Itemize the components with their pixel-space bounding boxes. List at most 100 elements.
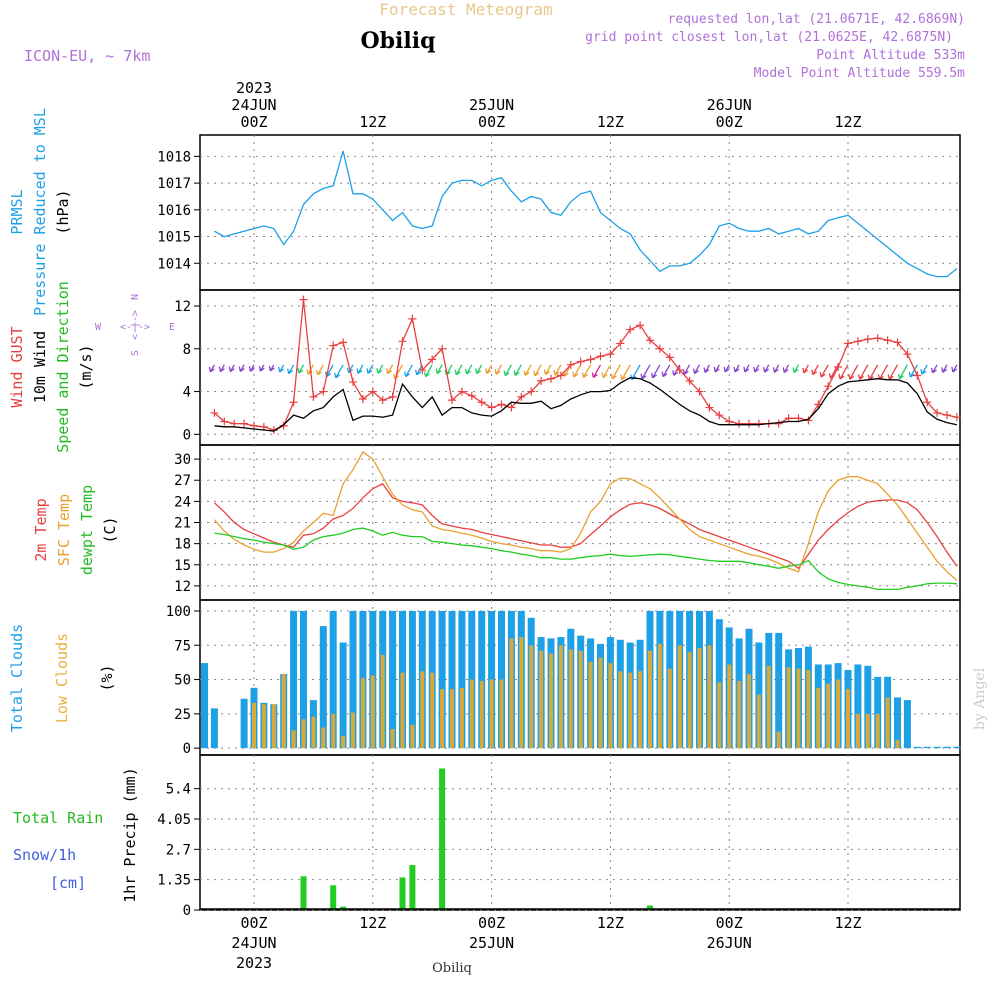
top-time-label: 12Z — [834, 113, 861, 131]
clouds-bar — [261, 704, 266, 749]
clouds-bar — [440, 689, 445, 749]
wind-gust-marker — [873, 334, 882, 343]
wind-gust-marker — [448, 396, 456, 405]
wind-gust-marker — [368, 387, 377, 396]
clouds-bar — [319, 626, 327, 749]
wind-gust-marker — [774, 419, 783, 428]
wind-gust-marker — [408, 314, 417, 323]
bottom-time-label: 00Z — [240, 914, 267, 932]
wind-gust-marker — [556, 371, 565, 380]
wind-barb — [591, 364, 602, 378]
temperature-series-2 — [214, 527, 957, 591]
temperature-series-1 — [213, 451, 958, 581]
wind-barb — [703, 364, 710, 374]
wind-barb — [682, 364, 691, 375]
temperature-series-0 — [213, 482, 958, 570]
precipitation-bar — [330, 885, 337, 910]
footer-location: Obiliq — [432, 961, 472, 976]
clouds-bar — [201, 663, 208, 749]
clouds-bar — [864, 665, 872, 749]
compass-vertical-arrows: <-|-> — [130, 310, 141, 340]
wind-gust-marker — [923, 398, 932, 407]
wind-gust-marker — [636, 321, 645, 330]
temperature-y-tick-label: 21 — [174, 516, 191, 532]
wind-gust-marker — [547, 374, 555, 383]
wind-gust-marker — [933, 408, 942, 417]
wind-barb — [465, 364, 473, 375]
wind-gust-marker — [626, 325, 635, 334]
wind-gust-marker — [339, 338, 348, 347]
wind-gust-marker — [418, 366, 427, 375]
top-time-label: 12Z — [597, 113, 624, 131]
clouds-bar — [933, 746, 941, 749]
clouds-bar — [329, 610, 337, 749]
clouds-bar — [618, 671, 623, 749]
bottom-time-label: 24JUN — [231, 934, 276, 952]
temp-axis-label: dewpt Temp — [78, 485, 96, 575]
top-time-label: 26JUN — [707, 96, 752, 114]
wind-y-tick-label: 4 — [183, 385, 191, 401]
pressure-y-tick-label: 1015 — [157, 230, 191, 246]
clouds-y-tick-label: 0 — [183, 741, 191, 757]
precipitation-y-tick-label: 2.7 — [166, 842, 191, 858]
clouds-bar — [786, 667, 791, 749]
wind-gust-marker — [616, 339, 625, 348]
clouds-bar — [895, 739, 900, 749]
clouds-bar — [459, 687, 464, 749]
clouds-bar — [558, 645, 563, 749]
wind-barb — [811, 364, 819, 376]
clouds-bar — [281, 674, 286, 749]
wind-gust-marker — [863, 335, 872, 344]
clouds-bar — [826, 683, 831, 749]
clouds-bar — [687, 652, 692, 749]
clouds-bar — [854, 664, 862, 749]
cloud-axis-label: (%) — [98, 664, 116, 691]
clouds-bar — [737, 680, 742, 749]
wind-barb — [533, 364, 542, 377]
clouds-bar — [796, 668, 801, 749]
chart-title: Forecast Meteogram — [379, 0, 552, 19]
clouds-bar — [390, 728, 395, 749]
clouds-bar — [408, 610, 416, 749]
wind-barb — [819, 364, 829, 378]
clouds-bar — [539, 650, 544, 749]
clouds-bar — [727, 664, 732, 749]
clouds-bar — [430, 672, 435, 749]
wind-panel: 0 4 8 12 — [174, 289, 961, 446]
clouds-bar — [875, 713, 880, 749]
wind-barb — [610, 364, 621, 380]
wind-y-tick-label: 12 — [174, 299, 191, 315]
clouds-bar — [438, 610, 446, 749]
wind-gust-marker — [715, 411, 724, 420]
clouds-bar — [389, 610, 397, 749]
clouds-bar — [943, 746, 951, 749]
precipitation-bar — [439, 768, 446, 910]
precip-axis-label: 1hr Precip (mm) — [121, 767, 139, 902]
requested-coords: requested lon,lat (21.0671E, 42.6869N) — [668, 12, 965, 27]
wind-gust-marker — [517, 392, 526, 401]
pressure-y-tick-label: 1014 — [157, 256, 191, 272]
clouds-bar — [588, 661, 593, 749]
precip-unit-label: [cm] — [50, 874, 86, 892]
wind-gust-marker — [388, 392, 397, 401]
temperature-y-tick-label: 30 — [174, 452, 191, 468]
wind-axis-label: (m/s) — [77, 344, 95, 389]
clouds-bar — [351, 712, 355, 749]
wind-barb — [951, 364, 958, 373]
model-altitude: Model Point Altitude 559.5m — [754, 66, 965, 81]
clouds-bar — [874, 676, 882, 749]
temperature-y-tick-label: 24 — [174, 494, 191, 510]
wind-barb — [435, 364, 443, 375]
wind-barb — [454, 364, 463, 376]
wind-barb — [661, 364, 671, 378]
wind-barb — [897, 364, 908, 380]
wind-gust-marker — [358, 395, 367, 404]
top-time-label: 25JUN — [469, 96, 514, 114]
pressure-axis-label: Pressure Reduced to MSL — [31, 108, 49, 316]
bottom-time-label: 2023 — [236, 954, 272, 972]
wind-barb — [572, 364, 582, 378]
clouds-bar — [568, 649, 573, 749]
model-label: ICON-EU, ~ 7km — [24, 47, 150, 65]
clouds-bar — [598, 657, 603, 749]
wind-barb — [268, 364, 275, 372]
